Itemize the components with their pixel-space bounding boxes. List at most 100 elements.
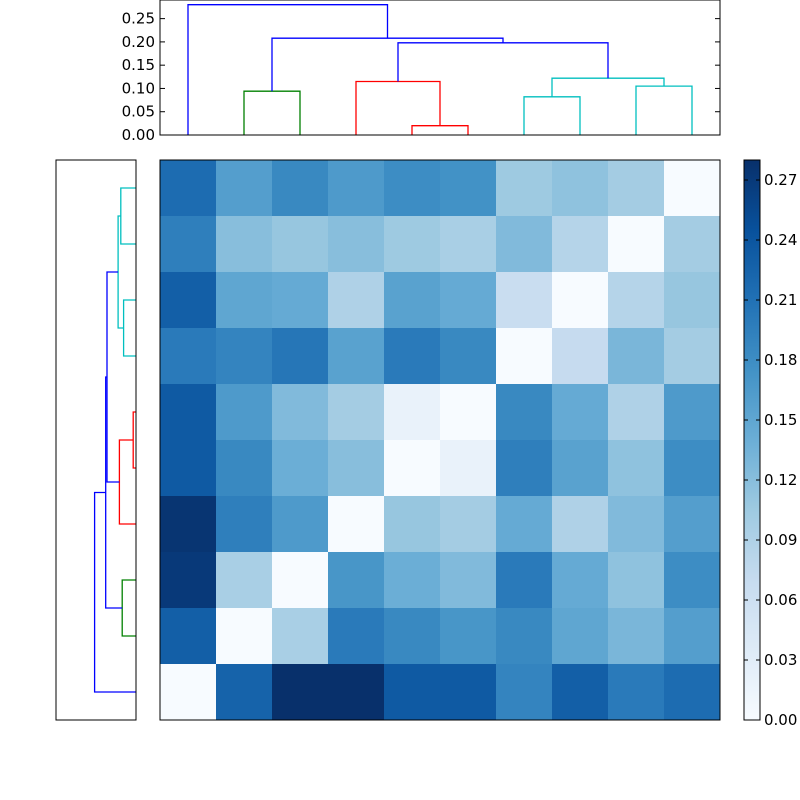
heatmap-cell bbox=[664, 496, 721, 553]
heatmap-cell bbox=[328, 552, 385, 609]
heatmap-cell bbox=[440, 440, 497, 497]
heatmap-cell bbox=[552, 608, 609, 665]
heatmap-cell bbox=[384, 160, 441, 217]
top-dendrogram-link bbox=[243, 90, 301, 135]
top-dendrogram-frame bbox=[159, 0, 721, 136]
heatmap-cell bbox=[216, 608, 273, 665]
colorbar-tick-label: 0.03 bbox=[764, 651, 797, 669]
heatmap-cell bbox=[440, 664, 497, 721]
left-dendrogram-link bbox=[122, 299, 136, 357]
heatmap-cell bbox=[552, 272, 609, 329]
heatmap-cell bbox=[664, 328, 721, 385]
heatmap-cell bbox=[496, 552, 553, 609]
heatmap-cell bbox=[384, 552, 441, 609]
colorbar-tick-label: 0.15 bbox=[764, 411, 797, 429]
heatmap-cell bbox=[664, 608, 721, 665]
heatmap-cell bbox=[440, 272, 497, 329]
heatmap-cell bbox=[328, 384, 385, 441]
heatmap-cell bbox=[160, 272, 217, 329]
left-dendrogram-link bbox=[121, 579, 136, 637]
heatmap-cell bbox=[552, 440, 609, 497]
heatmap-cell bbox=[608, 664, 665, 721]
heatmap-cell bbox=[216, 328, 273, 385]
top-dendrogram-link bbox=[355, 80, 441, 135]
heatmap-cell bbox=[552, 160, 609, 217]
heatmap-cell bbox=[440, 160, 497, 217]
heatmap-cell bbox=[664, 384, 721, 441]
heatmap-cell bbox=[384, 664, 441, 721]
heatmap-cell bbox=[608, 328, 665, 385]
colorbar-tick-label: 0.18 bbox=[764, 351, 797, 369]
top-dendrogram: 0.00 0.05 0.10 0.15 0.20 0.25 bbox=[122, 0, 721, 144]
heatmap-cell bbox=[552, 216, 609, 273]
heatmap bbox=[159, 159, 721, 721]
heatmap-cell bbox=[216, 664, 273, 721]
heatmap-cell bbox=[160, 608, 217, 665]
colorbar-tick-label: 0.24 bbox=[764, 231, 797, 249]
heatmap-cell bbox=[664, 160, 721, 217]
colorbar-tick-label: 0.06 bbox=[764, 591, 797, 609]
heatmap-cell bbox=[328, 216, 385, 273]
heatmap-cell bbox=[216, 216, 273, 273]
heatmap-cell bbox=[384, 440, 441, 497]
heatmap-cell bbox=[160, 384, 217, 441]
heatmap-cell bbox=[384, 496, 441, 553]
heatmap-cell bbox=[608, 160, 665, 217]
heatmap-cell bbox=[664, 440, 721, 497]
colorbar-tick-label: 0.27 bbox=[764, 171, 797, 189]
heatmap-cell bbox=[496, 608, 553, 665]
left-dendrogram-link bbox=[120, 187, 136, 245]
heatmap-cell bbox=[608, 608, 665, 665]
heatmap-cell bbox=[272, 552, 329, 609]
heatmap-cell bbox=[552, 496, 609, 553]
heatmap-cell bbox=[496, 664, 553, 721]
heatmap-cell bbox=[272, 496, 329, 553]
heatmap-cell bbox=[496, 440, 553, 497]
top-dendrogram-y-axis: 0.00 0.05 0.10 0.15 0.20 0.25 bbox=[122, 10, 720, 144]
heatmap-cell bbox=[496, 328, 553, 385]
heatmap-cell bbox=[216, 496, 273, 553]
heatmap-cell bbox=[664, 272, 721, 329]
top-dendrogram-links bbox=[187, 4, 693, 135]
heatmap-cell bbox=[328, 440, 385, 497]
top-y-tick-label: 0.10 bbox=[122, 79, 155, 97]
heatmap-cell bbox=[608, 496, 665, 553]
heatmap-cell bbox=[440, 496, 497, 553]
heatmap-cell bbox=[160, 496, 217, 553]
heatmap-cell bbox=[160, 216, 217, 273]
heatmap-cell bbox=[160, 552, 217, 609]
heatmap-cell bbox=[216, 552, 273, 609]
heatmap-frame bbox=[159, 159, 721, 721]
heatmap-cell bbox=[496, 216, 553, 273]
heatmap-cell bbox=[328, 608, 385, 665]
heatmap-cell bbox=[160, 328, 217, 385]
heatmap-cell bbox=[608, 552, 665, 609]
heatmap-cell bbox=[608, 272, 665, 329]
heatmap-cell bbox=[328, 328, 385, 385]
heatmap-cell bbox=[384, 328, 441, 385]
heatmap-cell bbox=[496, 496, 553, 553]
heatmap-cell bbox=[552, 328, 609, 385]
left-dendrogram bbox=[55, 159, 137, 721]
heatmap-cell bbox=[160, 160, 217, 217]
colorbar-tick-label: 0.12 bbox=[764, 471, 797, 489]
left-dendrogram-link bbox=[93, 491, 136, 693]
heatmap-cell bbox=[552, 552, 609, 609]
colorbar-tick-label: 0.00 bbox=[764, 711, 797, 729]
left-dendrogram-frame bbox=[55, 159, 137, 721]
heatmap-cell bbox=[608, 440, 665, 497]
heatmap-cell bbox=[272, 608, 329, 665]
heatmap-cell bbox=[496, 384, 553, 441]
heatmap-cell bbox=[272, 384, 329, 441]
colorbar-tick-label: 0.21 bbox=[764, 291, 797, 309]
top-dendrogram-link bbox=[271, 37, 504, 92]
colorbar-tick-label: 0.09 bbox=[764, 531, 797, 549]
heatmap-cell bbox=[272, 664, 329, 721]
heatmap-cell bbox=[552, 664, 609, 721]
heatmap-cell bbox=[384, 608, 441, 665]
heatmap-cell bbox=[496, 272, 553, 329]
top-y-tick-label: 0.00 bbox=[122, 126, 155, 144]
top-y-tick-label: 0.25 bbox=[122, 10, 155, 28]
heatmap-cell bbox=[608, 384, 665, 441]
heatmap-cell bbox=[216, 440, 273, 497]
